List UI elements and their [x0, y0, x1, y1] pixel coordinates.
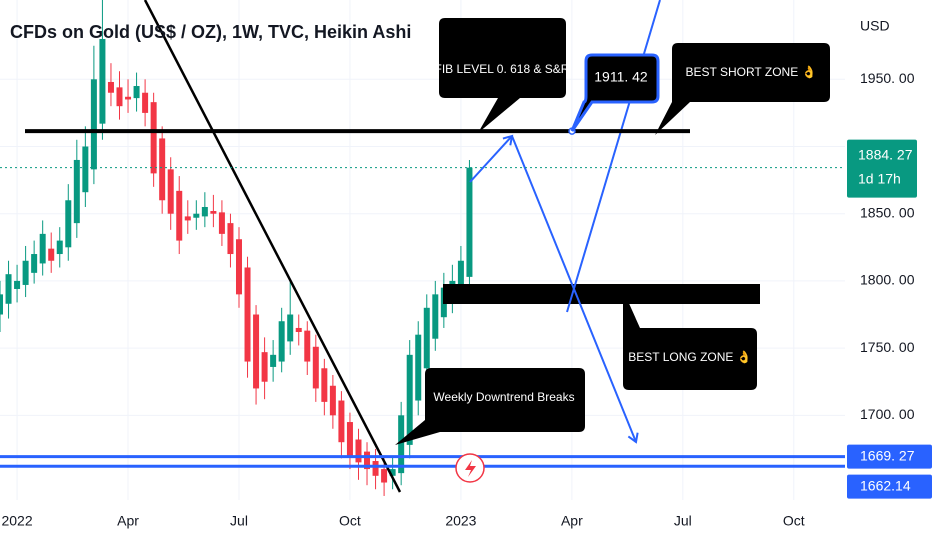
candle-body	[218, 212, 225, 234]
x-tick-label: 2023	[445, 513, 476, 529]
candle-body	[364, 451, 371, 470]
x-tick-label: Apr	[117, 513, 139, 529]
candle-body	[235, 239, 242, 295]
candle-body	[295, 327, 302, 332]
x-tick-label: 2022	[1, 513, 32, 529]
candle-body	[432, 294, 439, 339]
candle-body	[150, 102, 157, 174]
price-label: 1669. 27	[860, 447, 915, 463]
candle-body	[381, 469, 388, 483]
candle-body	[193, 213, 200, 218]
candle-body	[39, 233, 46, 264]
projection-arrow	[469, 134, 514, 183]
candle-body	[14, 280, 21, 289]
candle-body	[398, 415, 405, 474]
candle-body	[244, 267, 251, 362]
y-tick-label: 1850. 00	[860, 204, 915, 220]
y-tick-label: 1700. 00	[860, 406, 915, 422]
event-icon-bolt	[465, 460, 476, 477]
candles	[0, 0, 473, 496]
candle-body	[56, 240, 63, 255]
candle-body	[406, 354, 413, 445]
downtrend-line	[143, 0, 402, 493]
candle-body	[90, 79, 97, 170]
candle-body	[99, 38, 106, 124]
y-axis-label: USD	[860, 18, 890, 34]
x-tick-label: Jul	[230, 513, 248, 529]
candle-body	[159, 138, 166, 201]
candle-body	[201, 206, 208, 217]
callout-text: 1911. 42	[594, 69, 648, 85]
drawings	[143, 0, 760, 493]
candle-body	[176, 190, 183, 241]
candle-body	[31, 254, 38, 273]
x-tick-label: Oct	[783, 513, 805, 529]
candle-body	[287, 314, 294, 342]
candle-body	[312, 346, 319, 389]
candle-body	[355, 439, 362, 463]
candle-body	[227, 223, 234, 255]
candle-body	[116, 87, 123, 107]
candle-body	[423, 307, 430, 369]
candle-body	[415, 334, 422, 401]
y-tick-label: 1750. 00	[860, 339, 915, 355]
candle-body	[253, 314, 260, 389]
candle-body	[48, 248, 55, 261]
candle-body	[142, 92, 149, 113]
candle-body	[372, 461, 379, 476]
x-tick-label: Apr	[561, 513, 583, 529]
projection-line	[566, 0, 661, 313]
candle-body	[346, 422, 353, 456]
candle-body	[261, 352, 268, 382]
price-label-box	[847, 474, 932, 499]
candle-body	[82, 146, 89, 193]
candle-body	[107, 81, 114, 93]
candle-body	[389, 469, 396, 476]
callout-text: FIB LEVEL 0. 618 & S&R	[435, 62, 570, 76]
callout-text: BEST SHORT ZONE 👌	[686, 65, 817, 79]
candle-body	[338, 400, 345, 443]
last-price-label: 1884. 27	[858, 146, 913, 162]
candle-body	[0, 294, 3, 315]
last-price-box	[847, 139, 917, 198]
long-zone-band	[443, 284, 760, 304]
y-tick-label: 1950. 00	[860, 70, 915, 86]
candle-body	[466, 167, 473, 277]
candle-body	[329, 385, 336, 416]
candle-body	[184, 216, 191, 221]
overlays	[0, 127, 845, 468]
price-label: 1662.14	[860, 477, 911, 493]
callout-box	[623, 290, 757, 390]
price-label-box	[847, 444, 932, 469]
candle-body	[125, 96, 132, 100]
candle-body	[5, 274, 12, 304]
candle-body	[73, 159, 80, 224]
callout-text: BEST LONG ZONE 👌	[628, 350, 751, 364]
countdown-label: 1d 17h	[858, 170, 901, 186]
candle-body	[65, 200, 72, 248]
x-tick-label: Jul	[674, 513, 692, 529]
candle-body	[167, 169, 174, 214]
candle-body	[270, 354, 277, 367]
chart-title: CFDs on Gold (US$ / OZ), 1W, TVC, Heikin…	[10, 22, 411, 42]
candle-body	[457, 260, 464, 292]
callout-box	[439, 18, 566, 133]
x-tick-label: Oct	[339, 513, 361, 529]
candle-body	[22, 260, 29, 285]
candle-body	[278, 321, 285, 362]
candle-body	[321, 368, 328, 402]
candle-body	[304, 330, 311, 362]
candle-body	[210, 211, 217, 214]
callout-text: Weekly Downtrend Breaks	[433, 390, 574, 404]
callout-box	[655, 43, 830, 135]
y-tick-label: 1800. 00	[860, 272, 915, 288]
callout-box	[395, 368, 585, 445]
callouts: FIB LEVEL 0. 618 & S&R 1911. 42 BEST SHO…	[395, 18, 830, 483]
candle-body	[133, 86, 140, 99]
callout-box	[570, 53, 660, 132]
